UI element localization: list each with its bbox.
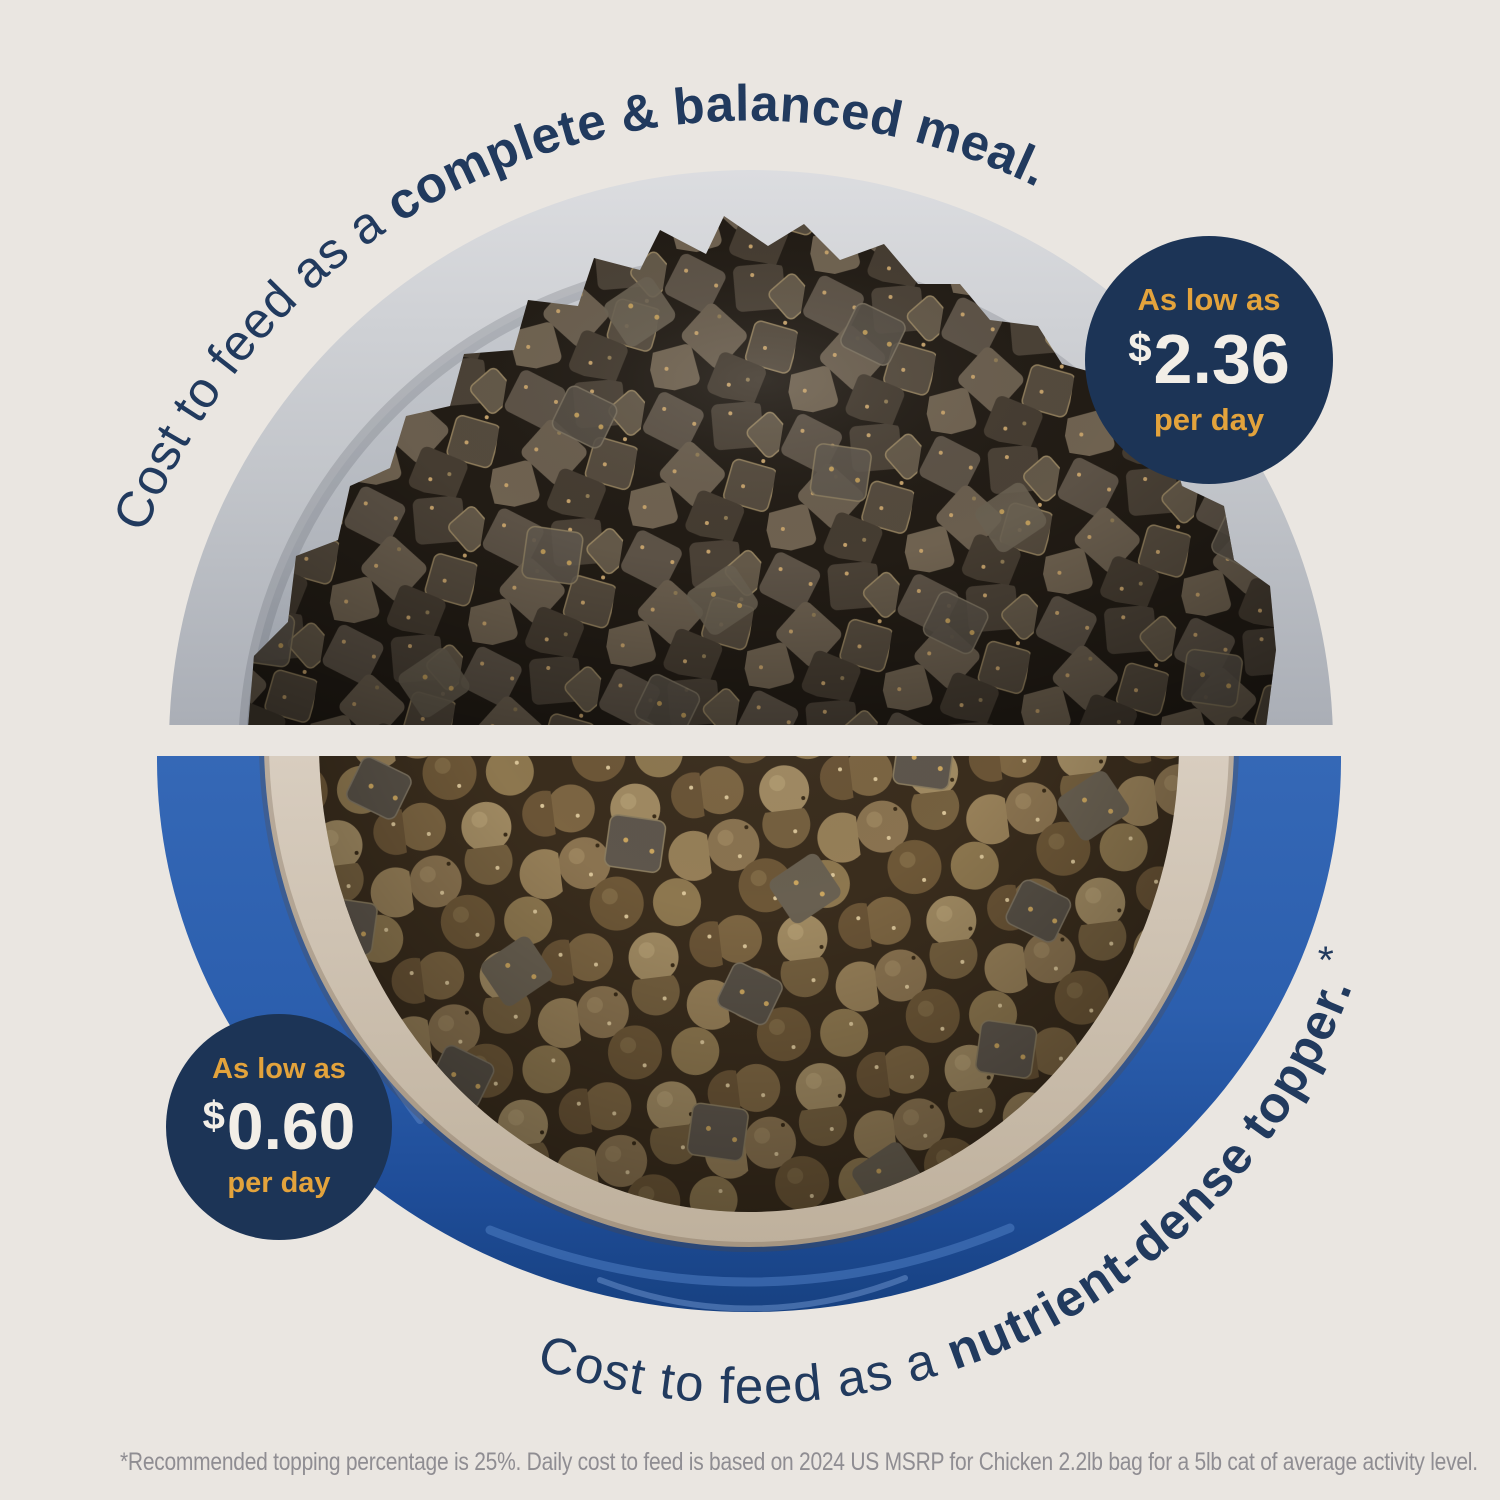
amount-value: 2.36 [1153,320,1290,398]
badge-suffix: per day [1153,402,1265,437]
badge-amount: $2.36 [1128,324,1290,394]
badge-amount: $0.60 [203,1093,356,1159]
price-badge-topper: As low as $0.60 per day [166,1014,392,1240]
bottom-bowl-photo [157,756,1341,1312]
amount-value: 0.60 [226,1089,356,1163]
badge-prefix: As low as [1137,281,1281,317]
dollar-sign: $ [202,1094,225,1138]
dollar-sign: $ [1128,324,1152,371]
top-bowl-photo [169,170,1333,725]
price-badge-complete-meal: As low as $2.36 per day [1085,236,1333,484]
badge-prefix: As low as [212,1053,346,1086]
footnote-text: *Recommended topping percentage is 25%. … [120,1448,1478,1476]
bottom-arc-regular: Cost to feed as a [532,1323,958,1414]
badge-suffix: per day [227,1167,331,1199]
footnote-asterisk: * [1309,940,1356,970]
